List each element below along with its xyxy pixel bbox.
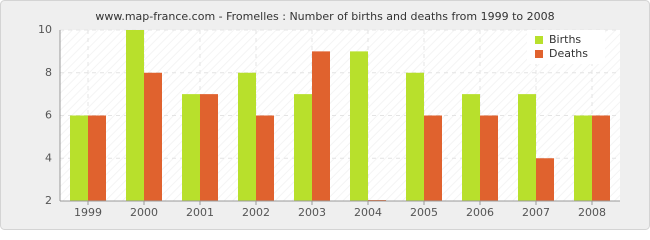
bar: [238, 72, 256, 201]
legend-label: Deaths: [549, 47, 588, 60]
bar: [462, 94, 480, 201]
chart: www.map-france.com - Fromelles : Number …: [0, 0, 650, 230]
bar: [350, 51, 368, 201]
legend-label: Births: [549, 33, 581, 46]
x-tick-label: 2006: [466, 206, 494, 219]
bar: [126, 30, 144, 201]
x-tick-label: 2002: [242, 206, 270, 219]
bar: [424, 115, 442, 201]
bar: [256, 115, 274, 201]
bar: [88, 115, 106, 201]
legend-swatch: [535, 36, 543, 44]
bar: [574, 115, 592, 201]
x-tick-label: 2001: [186, 206, 214, 219]
bar: [144, 72, 162, 201]
x-tick-label: 2000: [130, 206, 158, 219]
legend-box: [527, 30, 605, 64]
y-tick-label: 6: [45, 109, 52, 122]
y-tick-label: 4: [45, 151, 52, 164]
legend-swatch: [535, 50, 543, 58]
bar: [518, 94, 536, 201]
bar: [536, 158, 554, 201]
bar: [200, 94, 218, 201]
bar: [312, 51, 330, 201]
bar: [182, 94, 200, 201]
x-tick-label: 2004: [354, 206, 382, 219]
bar: [406, 72, 424, 201]
y-tick-label: 8: [45, 66, 52, 79]
x-tick-label: 2005: [410, 206, 438, 219]
bar: [480, 115, 498, 201]
bar: [592, 115, 610, 201]
x-tick-label: 2008: [578, 206, 606, 219]
x-tick-label: 1999: [74, 206, 102, 219]
y-tick-label: 10: [38, 23, 52, 36]
bar: [70, 115, 88, 201]
x-tick-label: 2007: [522, 206, 550, 219]
chart-title: www.map-france.com - Fromelles : Number …: [95, 10, 554, 23]
y-tick-label: 2: [45, 194, 52, 207]
x-tick-label: 2003: [298, 206, 326, 219]
bar: [294, 94, 312, 201]
